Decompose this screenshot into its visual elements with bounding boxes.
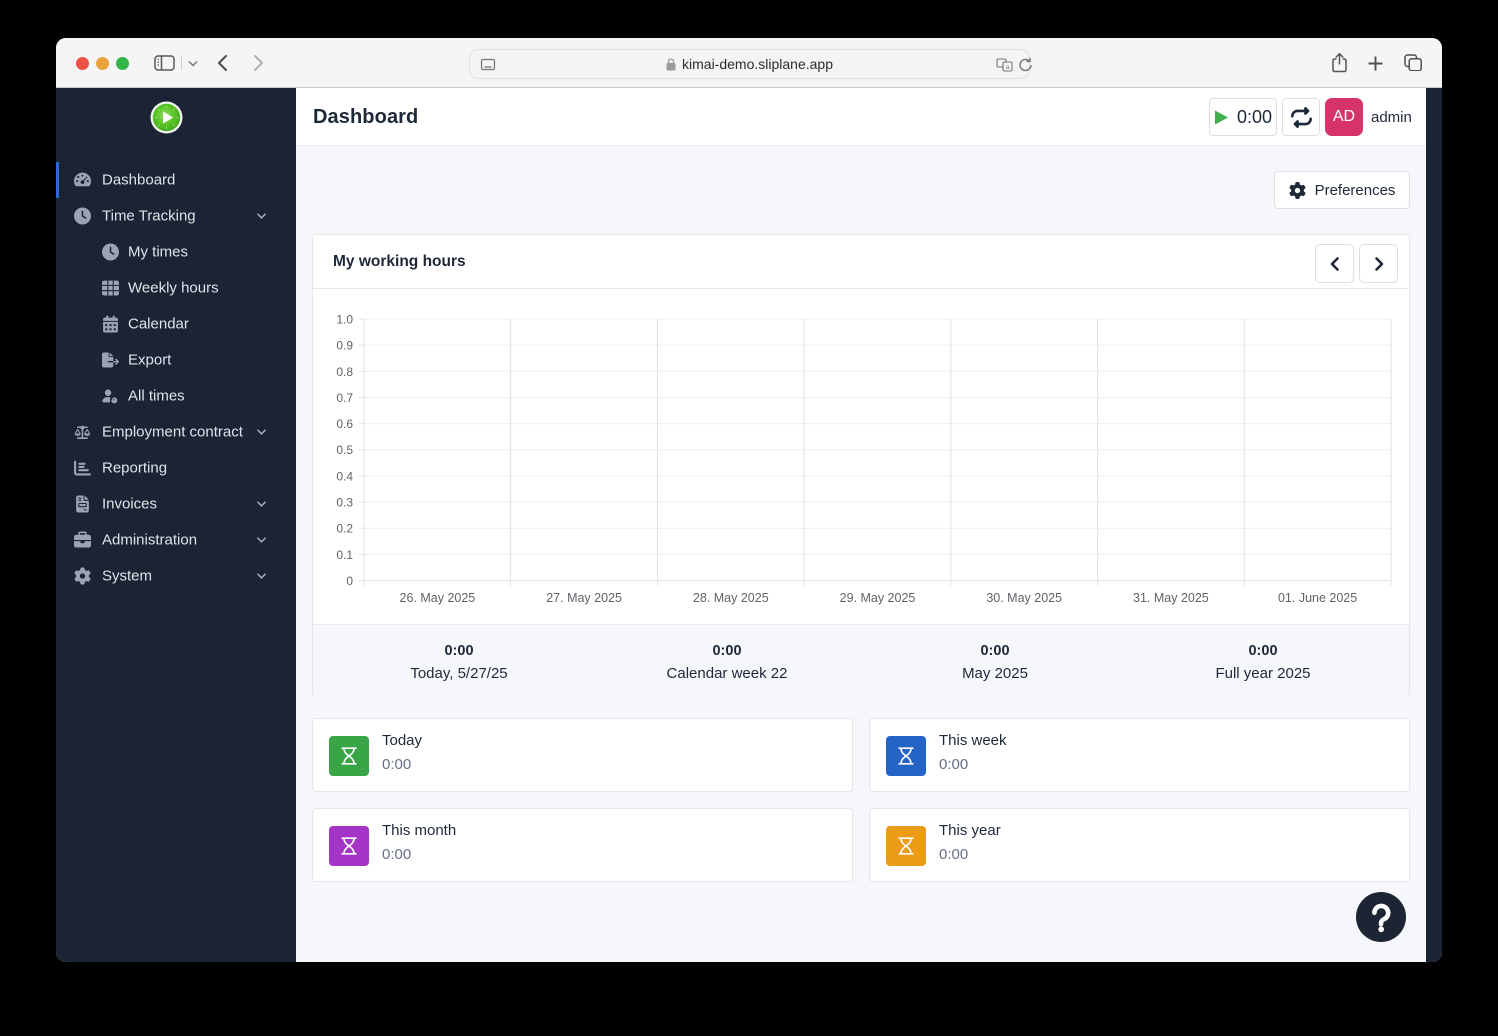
svg-text:28. May 2025: 28. May 2025 bbox=[693, 591, 769, 605]
svg-text:0.4: 0.4 bbox=[336, 469, 353, 483]
svg-text:26. May 2025: 26. May 2025 bbox=[400, 591, 476, 605]
svg-text:30. May 2025: 30. May 2025 bbox=[986, 591, 1062, 605]
svg-text:1.0: 1.0 bbox=[336, 313, 353, 327]
svg-text:a: a bbox=[1006, 64, 1010, 71]
svg-text:0.7: 0.7 bbox=[336, 391, 353, 405]
svg-text:0.9: 0.9 bbox=[336, 339, 353, 353]
svg-text:29. May 2025: 29. May 2025 bbox=[840, 591, 916, 605]
svg-text:0: 0 bbox=[346, 574, 353, 588]
svg-text:0.3: 0.3 bbox=[336, 496, 353, 510]
svg-text:27. May 2025: 27. May 2025 bbox=[546, 591, 622, 605]
svg-text:0.2: 0.2 bbox=[336, 522, 353, 536]
svg-text:0.1: 0.1 bbox=[336, 548, 353, 562]
svg-text:0.5: 0.5 bbox=[336, 443, 353, 457]
svg-text:0.8: 0.8 bbox=[336, 365, 353, 379]
svg-text:31. May 2025: 31. May 2025 bbox=[1133, 591, 1209, 605]
svg-text:0.6: 0.6 bbox=[336, 417, 353, 431]
svg-text:01. June 2025: 01. June 2025 bbox=[1278, 591, 1357, 605]
